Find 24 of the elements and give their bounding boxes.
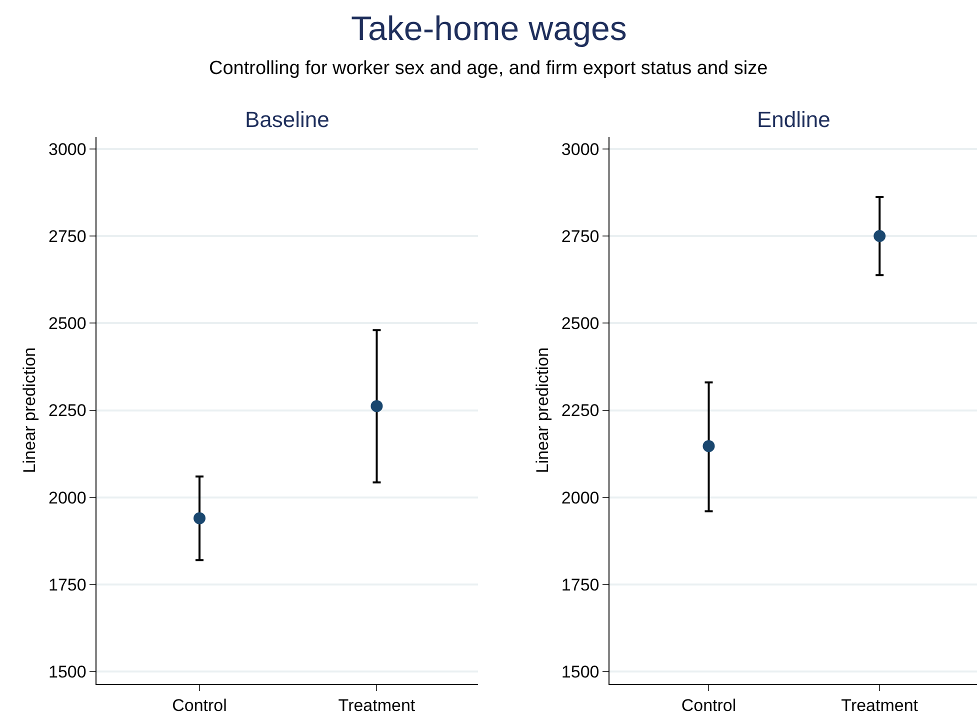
y-tick-label: 2000 <box>561 488 600 508</box>
y-tick-label: 3000 <box>48 140 86 159</box>
chart-title: Endline <box>757 107 830 132</box>
y-tick-label: 1750 <box>48 575 86 594</box>
x-tick-label: Control <box>681 696 736 716</box>
y-tick-label: 1500 <box>561 662 600 682</box>
y-axis-title: Linear prediction <box>20 347 40 474</box>
y-tick-label: 2250 <box>561 401 600 420</box>
text: Take-home wages <box>351 10 627 48</box>
y-tick-label: 1750 <box>561 575 600 594</box>
chart-title: Baseline <box>245 107 330 132</box>
x-tick-label: Treatment <box>841 696 918 716</box>
y-tick-label: 2250 <box>48 401 86 420</box>
y-tick-label: 2500 <box>561 314 600 334</box>
y-tick-label: 3000 <box>561 140 600 159</box>
y-tick-label: 2750 <box>48 227 86 246</box>
y-tick-label: 1500 <box>48 662 86 682</box>
y-tick-label: 2000 <box>48 488 86 508</box>
x-tick-label: Control <box>172 696 227 716</box>
text: Controlling for worker sex and age, and firm export status and size <box>209 58 768 79</box>
x-tick-label: Treatment <box>338 696 416 716</box>
y-tick-label: 2500 <box>48 314 86 334</box>
y-axis-title: Linear prediction <box>532 347 552 474</box>
y-tick-label: 2750 <box>561 227 600 246</box>
